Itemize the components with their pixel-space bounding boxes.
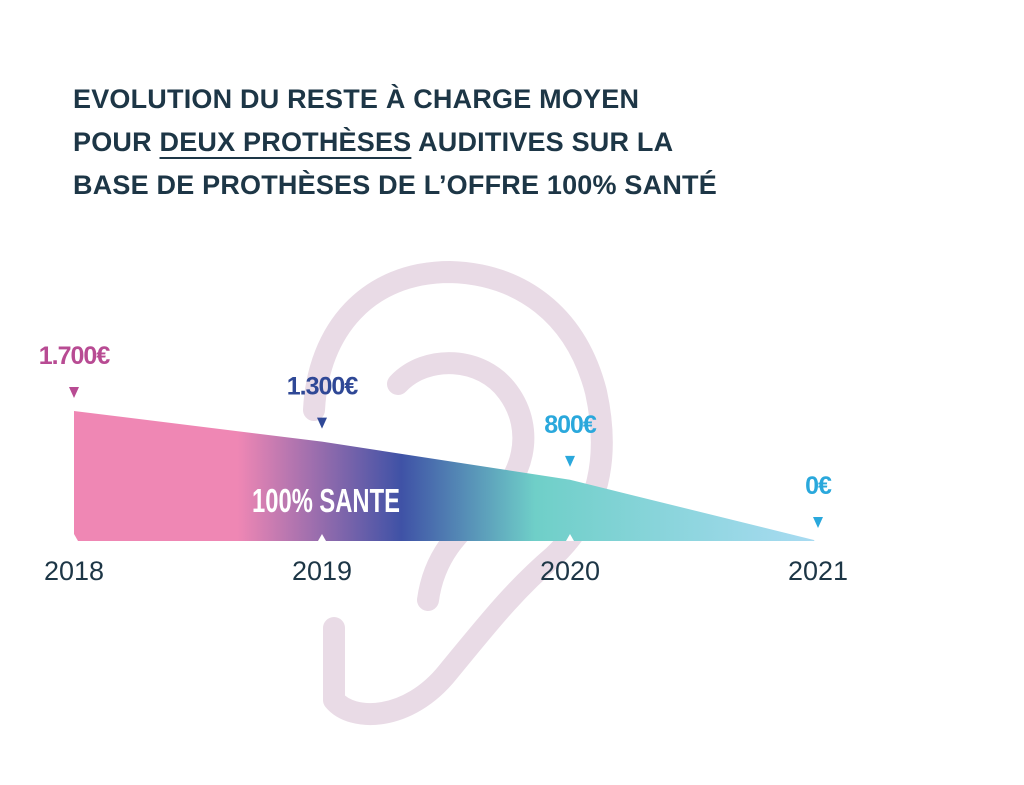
chart-annotation: 100% SANTE xyxy=(252,483,400,520)
value-label: 1.300€ xyxy=(287,373,359,401)
ear-icon xyxy=(303,261,613,726)
value-label: 800€ xyxy=(544,411,597,439)
value-label: 0€ xyxy=(805,472,832,500)
year-tick-label: 2019 xyxy=(292,556,352,586)
title-line-2-emphasis: DEUX PROTHÈSES xyxy=(159,127,412,157)
cost-area xyxy=(74,411,818,541)
page-title: EVOLUTION DU RESTE À CHARGE MOYEN POUR D… xyxy=(73,78,717,207)
year-tick-label: 2021 xyxy=(788,556,848,586)
value-marker-icon xyxy=(565,455,575,467)
value-marker-icon xyxy=(317,417,327,429)
year-tick-label: 2018 xyxy=(44,556,104,586)
year-tick-label: 2020 xyxy=(540,556,600,586)
title-line-2-prefix: POUR xyxy=(73,127,160,157)
axis-tick xyxy=(814,534,822,541)
axis-tick xyxy=(318,534,326,541)
title-line-3: BASE DE PROTHÈSES DE L’OFFRE 100% SANTÉ xyxy=(73,170,717,200)
title-line-2-suffix: AUDITIVES SUR LA xyxy=(411,127,674,157)
value-marker-icon xyxy=(813,517,823,528)
value-label: 1.700€ xyxy=(39,342,111,370)
axis-tick xyxy=(566,534,574,541)
title-line-1: EVOLUTION DU RESTE À CHARGE MOYEN xyxy=(73,84,640,114)
value-marker-icon xyxy=(69,387,79,398)
axis-tick xyxy=(70,534,78,541)
